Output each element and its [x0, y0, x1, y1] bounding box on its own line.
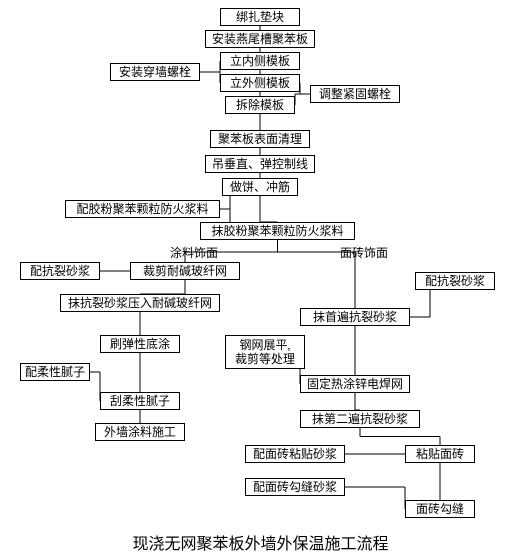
node-b6: 粘贴面砖: [405, 445, 475, 463]
node-b2: 钢网展平,裁剪等处理: [225, 335, 305, 369]
node-n6: 聚苯板表面清理: [210, 130, 310, 148]
node-b0: 配抗裂砂浆: [415, 272, 495, 290]
flowchart-canvas: 绑扎垫块安装燕尾槽聚苯板立内侧模板安装穿墙螺栓立外侧模板调整紧固螺栓拆除模板聚苯…: [0, 0, 521, 560]
node-n2: 安装燕尾槽聚苯板: [205, 30, 315, 48]
node-n7: 吊垂直、弹控制线: [205, 155, 315, 173]
node-n8a: 配胶粉聚苯颗粒防火浆料: [65, 200, 220, 218]
node-n3: 立内侧模板: [220, 52, 300, 70]
diagram-title: 现浇无网聚苯板外墙外保温施工流程: [0, 530, 521, 554]
node-b8: 面砖勾缝: [405, 500, 475, 518]
node-n4: 立外侧模板: [220, 74, 300, 92]
node-n4a: 调整紧固螺栓: [310, 85, 400, 103]
node-b5: 配面砖粘贴砂浆: [245, 445, 345, 463]
node-l1: 涂料饰面: [170, 244, 230, 258]
node-n1: 绑扎垫块: [220, 8, 300, 26]
node-n3a: 安装穿墙螺栓: [110, 63, 200, 81]
node-a1: 配抗裂砂浆: [20, 262, 100, 280]
node-a2: 裁剪耐碱玻纤网: [130, 262, 240, 280]
node-l2: 面砖饰面: [340, 244, 400, 258]
node-b3: 固定热涂锌电焊网: [300, 375, 410, 393]
node-n5: 拆除模板: [225, 96, 295, 114]
node-a7: 外墙涂料施工: [95, 423, 185, 441]
node-b7: 配面砖勾缝砂浆: [245, 478, 345, 496]
node-a6: 刮柔性腻子: [100, 392, 180, 410]
node-n8: 做饼、冲筋: [222, 178, 298, 196]
node-a5: 配柔性腻子: [20, 363, 90, 381]
node-a3: 抹抗裂砂浆压入耐碱玻纤网: [60, 294, 220, 312]
node-a4: 刷弹性底涂: [100, 335, 180, 353]
node-b4: 抹第二遍抗裂砂浆: [300, 410, 420, 428]
node-n9: 抹胶粉聚苯颗粒防火浆料: [200, 222, 355, 240]
node-b1: 抹首遍抗裂砂浆: [300, 308, 410, 326]
